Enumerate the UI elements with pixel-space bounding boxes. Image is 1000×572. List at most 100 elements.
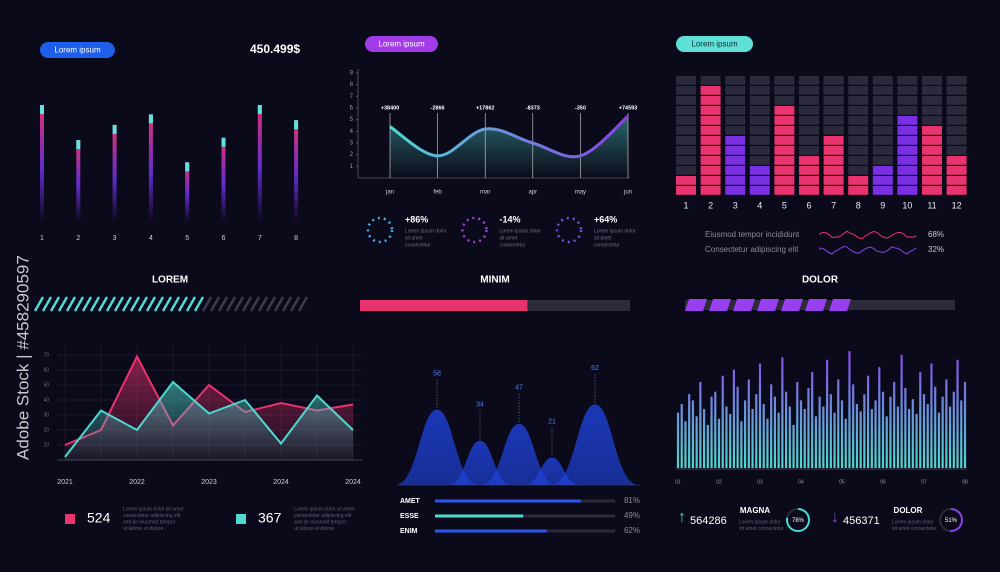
- bar: [294, 120, 299, 222]
- stat-text: ut labore et dolore: [294, 526, 335, 532]
- pill-label: Lorem ipsum: [691, 40, 738, 49]
- bar: [112, 124, 117, 222]
- cell: [897, 166, 918, 175]
- bar: [747, 379, 750, 468]
- bar: [956, 359, 959, 468]
- x-tick-label: 3: [733, 200, 738, 210]
- cell: [848, 136, 869, 145]
- bar-cap: [185, 162, 190, 172]
- x-tick-label: 4: [757, 200, 762, 210]
- bar-cap: [112, 124, 117, 134]
- bar-label: ENIM: [400, 528, 418, 535]
- section-title: MINIM: [480, 275, 509, 286]
- x-tick-label: 06: [880, 479, 886, 485]
- cell: [700, 136, 721, 145]
- bar: [833, 412, 836, 468]
- x-tick-label: 08: [962, 479, 968, 485]
- cell: [897, 156, 918, 165]
- annotation: -8373: [526, 105, 540, 111]
- cell: [946, 186, 967, 195]
- row-line: [819, 230, 917, 240]
- cell: [799, 186, 819, 195]
- bar: [185, 162, 190, 222]
- cell: [725, 186, 746, 195]
- cell: [922, 136, 942, 145]
- bar: [896, 406, 900, 468]
- cell: [749, 76, 770, 85]
- bar: [773, 396, 777, 468]
- stat-value: 456371: [843, 515, 880, 527]
- bar: [755, 394, 758, 468]
- ring-label: 51%: [945, 518, 958, 524]
- stat-text: consectetur adipiscing elit: [294, 513, 352, 519]
- cell: [700, 146, 721, 155]
- cell: [946, 116, 967, 125]
- cell: [799, 146, 819, 155]
- cell: [823, 106, 844, 115]
- column: [848, 76, 869, 195]
- hatch: [265, 296, 277, 312]
- cell: [725, 166, 746, 175]
- hatch: [73, 296, 85, 312]
- cell: [725, 146, 746, 155]
- cell: [922, 126, 942, 135]
- bar: [934, 386, 937, 468]
- cell: [774, 136, 795, 145]
- bar: [937, 412, 941, 468]
- bar: [784, 391, 788, 468]
- cell: [676, 116, 696, 125]
- bar: [915, 413, 918, 468]
- hatch: [129, 296, 141, 312]
- bar: [922, 394, 926, 468]
- cell: [725, 116, 746, 125]
- cell: [676, 146, 696, 155]
- x-tick-label: 2: [708, 200, 713, 210]
- cell: [922, 176, 942, 185]
- bar: [691, 400, 695, 468]
- cell: [799, 136, 819, 145]
- bar: [822, 406, 825, 468]
- hatch: [185, 296, 197, 312]
- bar: [762, 404, 765, 468]
- cell: [700, 126, 721, 135]
- column: [749, 76, 770, 195]
- cell: [823, 146, 844, 155]
- stat-value: 367: [258, 510, 282, 526]
- hatch: [217, 296, 229, 312]
- x-tick-label: 2: [76, 235, 80, 242]
- hatch: [89, 296, 101, 312]
- cell: [774, 116, 795, 125]
- bar: [736, 386, 739, 468]
- cell: [848, 76, 869, 85]
- ring-label: 78%: [792, 518, 805, 524]
- column: [922, 76, 942, 195]
- bar: [952, 391, 955, 468]
- cell: [946, 96, 967, 105]
- cell: [897, 116, 918, 125]
- hatch: [209, 296, 221, 312]
- cell: [799, 96, 819, 105]
- cell: [799, 126, 819, 135]
- row-value: 68%: [928, 230, 944, 239]
- cell: [823, 126, 844, 135]
- y-tick-label: 70: [43, 352, 49, 358]
- cell: [823, 136, 844, 145]
- bar-cap: [294, 120, 299, 130]
- line: [64, 354, 354, 446]
- y-tick-label: 20: [43, 427, 49, 433]
- cell: [676, 166, 696, 175]
- cell: [700, 116, 721, 125]
- hatch: [153, 296, 165, 312]
- cell: [774, 156, 795, 165]
- progress-track: [201, 296, 309, 312]
- x-tick-label: 7: [831, 200, 836, 210]
- y-tick-label: 5: [350, 117, 354, 123]
- progress-bar: [685, 299, 851, 311]
- pill-label: Lorem ipsum: [54, 46, 101, 55]
- column: [725, 76, 746, 195]
- cell: [872, 106, 893, 115]
- segment: [829, 299, 851, 311]
- bar: [941, 396, 944, 468]
- bar: [76, 140, 81, 222]
- annotation: +17862: [476, 105, 495, 111]
